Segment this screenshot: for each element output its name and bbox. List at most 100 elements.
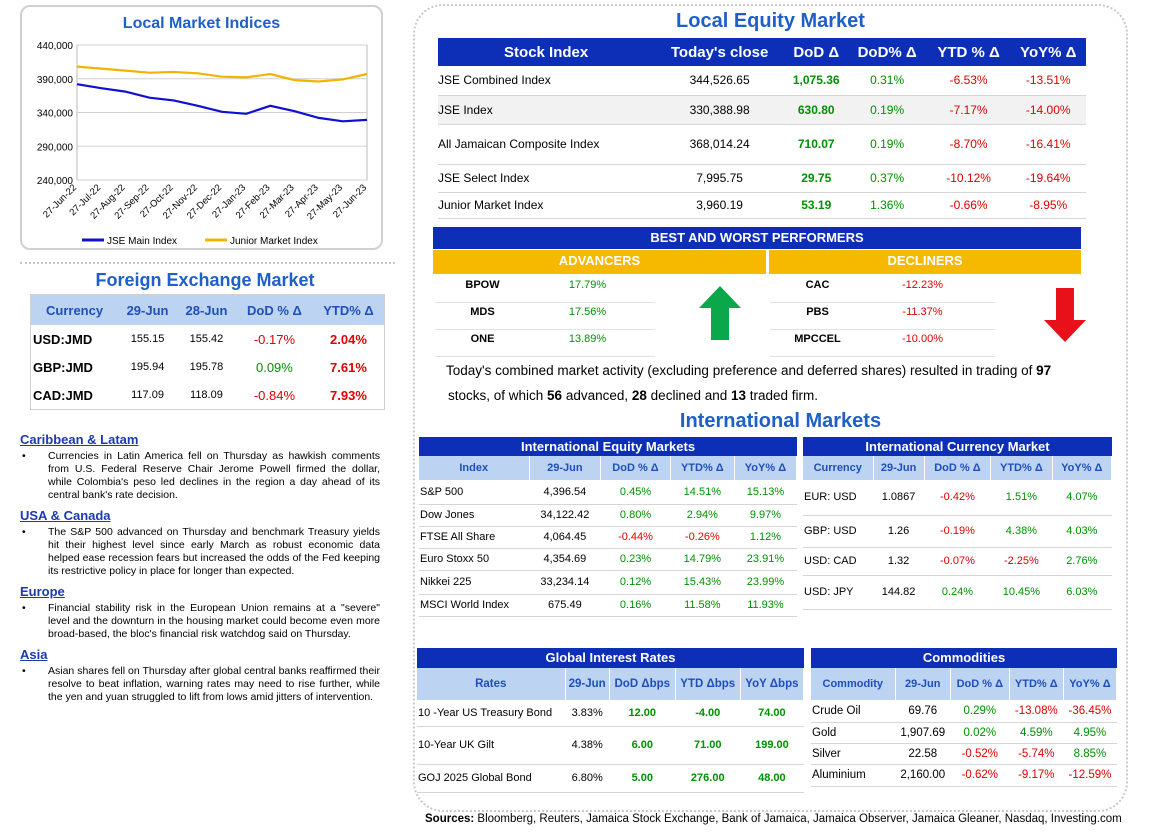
rates-dod: 6.00 (609, 726, 676, 765)
up-arrow-icon (699, 286, 741, 340)
ieq-value: 4,354.69 (529, 548, 601, 571)
news-paragraph: • Financial stability risk in the Europea… (20, 602, 380, 641)
fx-row: USD:JMD 155.15 155.42 -0.17% 2.04% (31, 325, 384, 353)
advancer-value: 17.79% (568, 279, 607, 291)
rates-yoy: 199.00 (740, 726, 804, 765)
ieq-header-0: Index (419, 456, 530, 480)
local-header-0: Stock Index (438, 38, 655, 66)
icur-value: 144.82 (873, 575, 925, 610)
icur-dod: -0.42% (924, 480, 991, 516)
sources-label: Sources: (425, 813, 475, 825)
local-dod: 1,075.36 (784, 66, 848, 96)
fx-29jun: 155.15 (130, 333, 165, 345)
local-header-5: YoY% Δ (1010, 38, 1086, 66)
ieq-dod: 0.16% (600, 594, 671, 617)
interest-rates-table: Global Interest Rates Rates 29-Jun DoD Δbp… (417, 648, 805, 793)
local-ytd: -0.66% (926, 192, 1011, 219)
advancer-name: BPOW (465, 279, 500, 291)
chart-title: Local Market Indices (122, 15, 281, 32)
local-dod-pct: 0.37% (847, 164, 927, 193)
local-row: Junior Market Index 3,960.19 53.19 1.36% -0.… (438, 192, 1086, 219)
comm-ytd: -9.17% (1009, 764, 1064, 787)
comm-dod: 0.02% (950, 722, 1010, 744)
news-text: Financial stability risk in the European… (48, 602, 380, 640)
decliner-name: PBS (806, 306, 829, 318)
decliner-name: CAC (805, 279, 830, 291)
rates-header-2: DoD Δbps (609, 668, 676, 700)
ieq-value: 4,064.45 (529, 526, 601, 549)
comm-value: 22.58 (895, 743, 951, 765)
rates-dod: 12.00 (609, 700, 676, 727)
right-panel (413, 4, 1128, 812)
rates-yoy: 48.00 (740, 764, 804, 793)
ieq-yoy: 9.97% (734, 504, 797, 527)
comm-header-4: YoY% Δ (1063, 668, 1118, 700)
icur-header-4: YoY% Δ (1052, 456, 1113, 480)
ieq-row: S&P 500 4,396.54 0.45% 14.51% 15.13% (419, 480, 797, 505)
local-index-name: JSE Select Index (438, 164, 655, 193)
ieq-name: Euro Stoxx 50 (419, 548, 529, 571)
news-paragraph: • Asian shares fell on Thursday after glo… (20, 665, 380, 704)
ieq-header-4: YoY% Δ (734, 456, 798, 480)
ieq-name: MSCI World Index (419, 594, 529, 617)
news-text: The S&P 500 advanced on Thursday and ben… (48, 526, 380, 577)
rates-name: 10 -Year US Treasury Bond (417, 700, 565, 727)
fx-header-0: Currency (31, 295, 119, 325)
rates-header-3: YTD Δbps (675, 668, 741, 700)
icur-name: USD: CAD (803, 547, 873, 576)
rates-row: 10 -Year US Treasury Bond 3.83% 12.00 -4.00… (417, 700, 804, 727)
ieq-ytd: 2.94% (670, 504, 735, 527)
local-row: All Jamaican Composite Index 368,014.24 71… (438, 124, 1086, 165)
icur-ytd: 4.38% (990, 515, 1053, 548)
icur-header-0: Currency (803, 456, 874, 480)
comm-row: Silver 22.58 -0.52% -5.74% 8.85% (811, 743, 1117, 765)
icur-value: 1.32 (873, 547, 925, 576)
decliners-header: DECLINERS (769, 250, 1081, 274)
fx-dod: 0.09% (255, 359, 293, 375)
rates-ytd: 71.00 (675, 726, 741, 765)
intl-equity-title: International Equity Markets (419, 437, 797, 456)
decliner-row: CAC -12.23% (770, 276, 995, 303)
fx-dod: -0.17% (253, 331, 296, 347)
ieq-ytd: 15.43% (670, 570, 735, 595)
comm-name: Crude Oil (811, 700, 895, 723)
icur-row: USD: CAD 1.32 -0.07% -2.25% 2.76% (803, 547, 1112, 576)
local-ytd: -10.12% (926, 164, 1011, 193)
icur-dod: 0.24% (924, 575, 991, 610)
icur-row: EUR: USD 1.0867 -0.42% 1.51% 4.07% (803, 480, 1112, 516)
comm-yoy: 4.95% (1063, 722, 1117, 744)
news-paragraph: • Currencies in Latin America fell on Thu… (20, 450, 380, 502)
local-yoy: -13.51% (1010, 66, 1086, 96)
rates-name: 10-Year UK Gilt (417, 726, 565, 765)
ieq-header-2: DoD % Δ (600, 456, 671, 480)
bullet-icon: • (22, 450, 26, 462)
interest-rates-title: Global Interest Rates (417, 648, 804, 668)
icur-row: GBP: USD 1.26 -0.19% 4.38% 4.03% (803, 515, 1112, 548)
advancer-row: BPOW 17.79% (435, 276, 655, 303)
ieq-dod: 0.80% (600, 504, 671, 527)
ieq-name: Nikkei 225 (419, 570, 529, 595)
local-equity-table: Stock Index Today's close DoD Δ DoD% Δ YTD %… (438, 38, 1086, 219)
icur-value: 1.26 (873, 515, 925, 548)
fx-ytd: 7.93% (330, 387, 367, 403)
y-tick-label: 440,000 (37, 41, 74, 52)
y-tick-label: 290,000 (37, 142, 74, 153)
ieq-row: Nikkei 225 33,234.14 0.12% 15.43% 23.99% (419, 570, 797, 595)
series-line-1 (76, 65, 368, 83)
comm-value: 69.76 (895, 700, 951, 723)
ieq-row: Dow Jones 34,122.42 0.80% 2.94% 9.97% (419, 504, 797, 527)
fx-currency: GBP:JMD (33, 359, 93, 375)
local-index-name: All Jamaican Composite Index (438, 124, 655, 165)
fx-ytd: 7.61% (330, 359, 367, 375)
decliners-list: CAC -12.23% PBS -11.37% MPCCEL -10.00% (770, 276, 995, 357)
news-text: Asian shares fell on Thursday after glob… (48, 665, 380, 703)
news-paragraph: • The S&P 500 advanced on Thursday and be… (20, 526, 380, 578)
sources-text: Bloomberg, Reuters, Jamaica Stock Exchan… (474, 813, 1122, 825)
decliner-row: PBS -11.37% (770, 303, 995, 330)
ieq-dod: 0.12% (600, 570, 671, 595)
ieq-name: FTSE All Share (419, 526, 529, 549)
summary-stocks: 97 (1036, 363, 1052, 378)
ieq-dod: 0.45% (600, 480, 671, 505)
local-close: 3,960.19 (654, 192, 785, 219)
ieq-name: S&P 500 (419, 480, 529, 505)
